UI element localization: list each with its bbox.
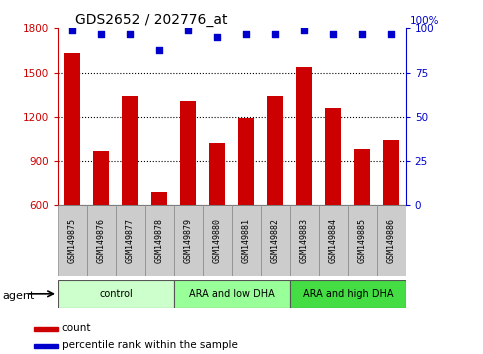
Text: GSM149877: GSM149877 (126, 218, 135, 263)
Bar (383, 141, 399, 205)
Text: GSM149883: GSM149883 (300, 218, 309, 263)
Text: ARA and high DHA: ARA and high DHA (302, 289, 393, 299)
Bar (123, 96, 139, 205)
Bar (116, 205, 145, 276)
Text: 100%: 100% (410, 16, 440, 25)
Bar (174, 205, 203, 276)
Text: agent: agent (2, 291, 35, 301)
Bar (58, 280, 174, 308)
Point (329, 31, 337, 36)
Text: GSM149886: GSM149886 (387, 218, 396, 263)
Point (213, 34, 221, 40)
Bar (232, 205, 261, 276)
Bar (203, 205, 232, 276)
Bar (152, 192, 168, 205)
Point (69, 27, 76, 33)
Text: GDS2652 / 202776_at: GDS2652 / 202776_at (75, 13, 228, 27)
Bar (261, 205, 290, 276)
Bar (65, 53, 80, 205)
Bar (348, 205, 377, 276)
Bar (145, 205, 174, 276)
Text: percentile rank within the sample: percentile rank within the sample (61, 339, 238, 350)
Point (242, 31, 250, 36)
Bar (34, 344, 57, 348)
Text: ARA and low DHA: ARA and low DHA (189, 289, 275, 299)
Bar (297, 67, 313, 205)
Bar (354, 149, 370, 205)
Point (271, 31, 279, 36)
Bar (94, 151, 109, 205)
Bar (319, 205, 348, 276)
Bar (34, 327, 57, 331)
Point (127, 31, 134, 36)
Text: GSM149884: GSM149884 (329, 218, 338, 263)
Bar (210, 143, 225, 205)
Text: GSM149880: GSM149880 (213, 218, 222, 263)
Text: GSM149881: GSM149881 (242, 218, 251, 263)
Text: GSM149882: GSM149882 (271, 218, 280, 263)
Bar (87, 205, 116, 276)
Text: GSM149876: GSM149876 (97, 218, 106, 263)
Text: count: count (61, 322, 91, 333)
Bar (174, 280, 290, 308)
Point (185, 27, 192, 33)
Bar (290, 205, 319, 276)
Bar (181, 101, 196, 205)
Bar (290, 280, 406, 308)
Point (98, 31, 105, 36)
Point (387, 31, 395, 36)
Bar (58, 205, 87, 276)
Point (358, 31, 366, 36)
Point (156, 47, 163, 52)
Bar (377, 205, 406, 276)
Bar (325, 108, 341, 205)
Point (300, 27, 308, 33)
Bar (268, 96, 283, 205)
Text: GSM149878: GSM149878 (155, 218, 164, 263)
Bar (239, 118, 255, 205)
Text: GSM149879: GSM149879 (184, 218, 193, 263)
Text: GSM149875: GSM149875 (68, 218, 77, 263)
Text: control: control (99, 289, 133, 299)
Text: GSM149885: GSM149885 (358, 218, 367, 263)
